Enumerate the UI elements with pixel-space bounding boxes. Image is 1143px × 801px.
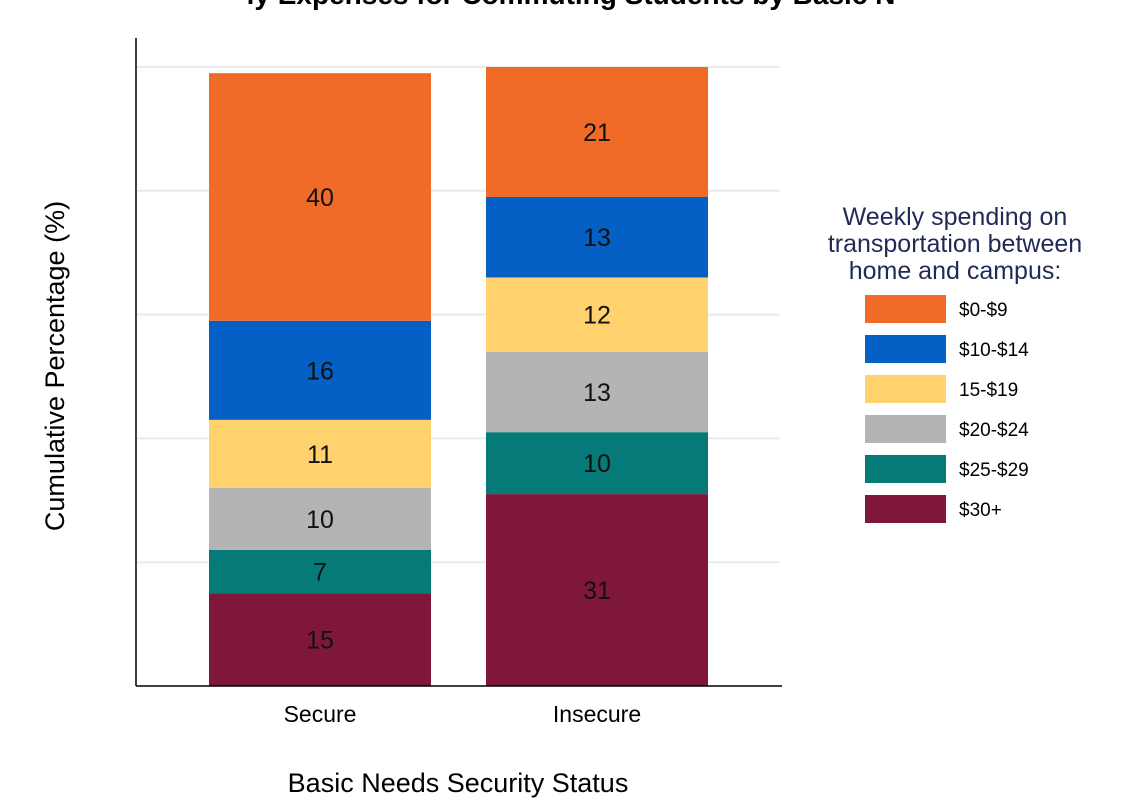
bar-segment [486,277,708,352]
y-axis-title: Cumulative Percentage (%) [40,201,70,531]
legend-title: home and campus: [849,257,1062,285]
bar-segment [486,351,708,433]
legend-label: $25-$29 [959,460,1029,481]
legend-swatch [865,335,946,363]
data-label: 40 [306,184,334,212]
legend-title: Weekly spending on [843,203,1068,231]
data-label: 31 [583,577,611,605]
data-label: 13 [583,224,611,252]
data-label: 10 [583,450,611,478]
legend-label: $30+ [959,500,1002,521]
bar-segment [486,196,708,278]
x-tick-labels: Secure Insecure [284,701,642,727]
data-label: 11 [307,441,333,469]
x-tick-label: Secure [284,701,357,727]
chart-title: ly Expenses for Commuting Students by Ba… [247,0,896,10]
legend-title: transportation between [828,230,1082,258]
data-label: 15 [306,627,334,655]
x-tick-label: Insecure [553,701,641,727]
legend-swatch [865,495,946,523]
data-label: 21 [583,119,611,147]
legend-swatch [865,295,946,323]
data-label: 10 [306,506,334,534]
legend-label: $10-$14 [959,340,1029,361]
bar-segment [209,549,431,594]
bar-segment [209,320,431,420]
data-label: 13 [583,379,611,407]
legend-swatch [865,375,946,403]
bar-segment [209,73,431,321]
legend-swatch [865,455,946,483]
bar-segment [486,494,708,686]
bar-segment [209,419,431,488]
bar-segment [209,487,431,550]
data-label: 12 [583,302,611,330]
bar-segment [486,432,708,495]
legend-label: $20-$24 [959,420,1029,441]
legend-swatch [865,415,946,443]
bar-segment [209,593,431,686]
x-axis-title: Basic Needs Security Status [288,768,629,798]
legend-label: $0-$9 [959,300,1008,321]
data-label: 7 [313,558,327,586]
axes [135,38,782,687]
legend-label: 15-$19 [959,380,1018,401]
bar-segment [486,67,708,197]
bars: 15 7 10 11 16 40 31 10 13 12 13 21 [209,67,708,686]
data-label: 16 [306,357,334,385]
